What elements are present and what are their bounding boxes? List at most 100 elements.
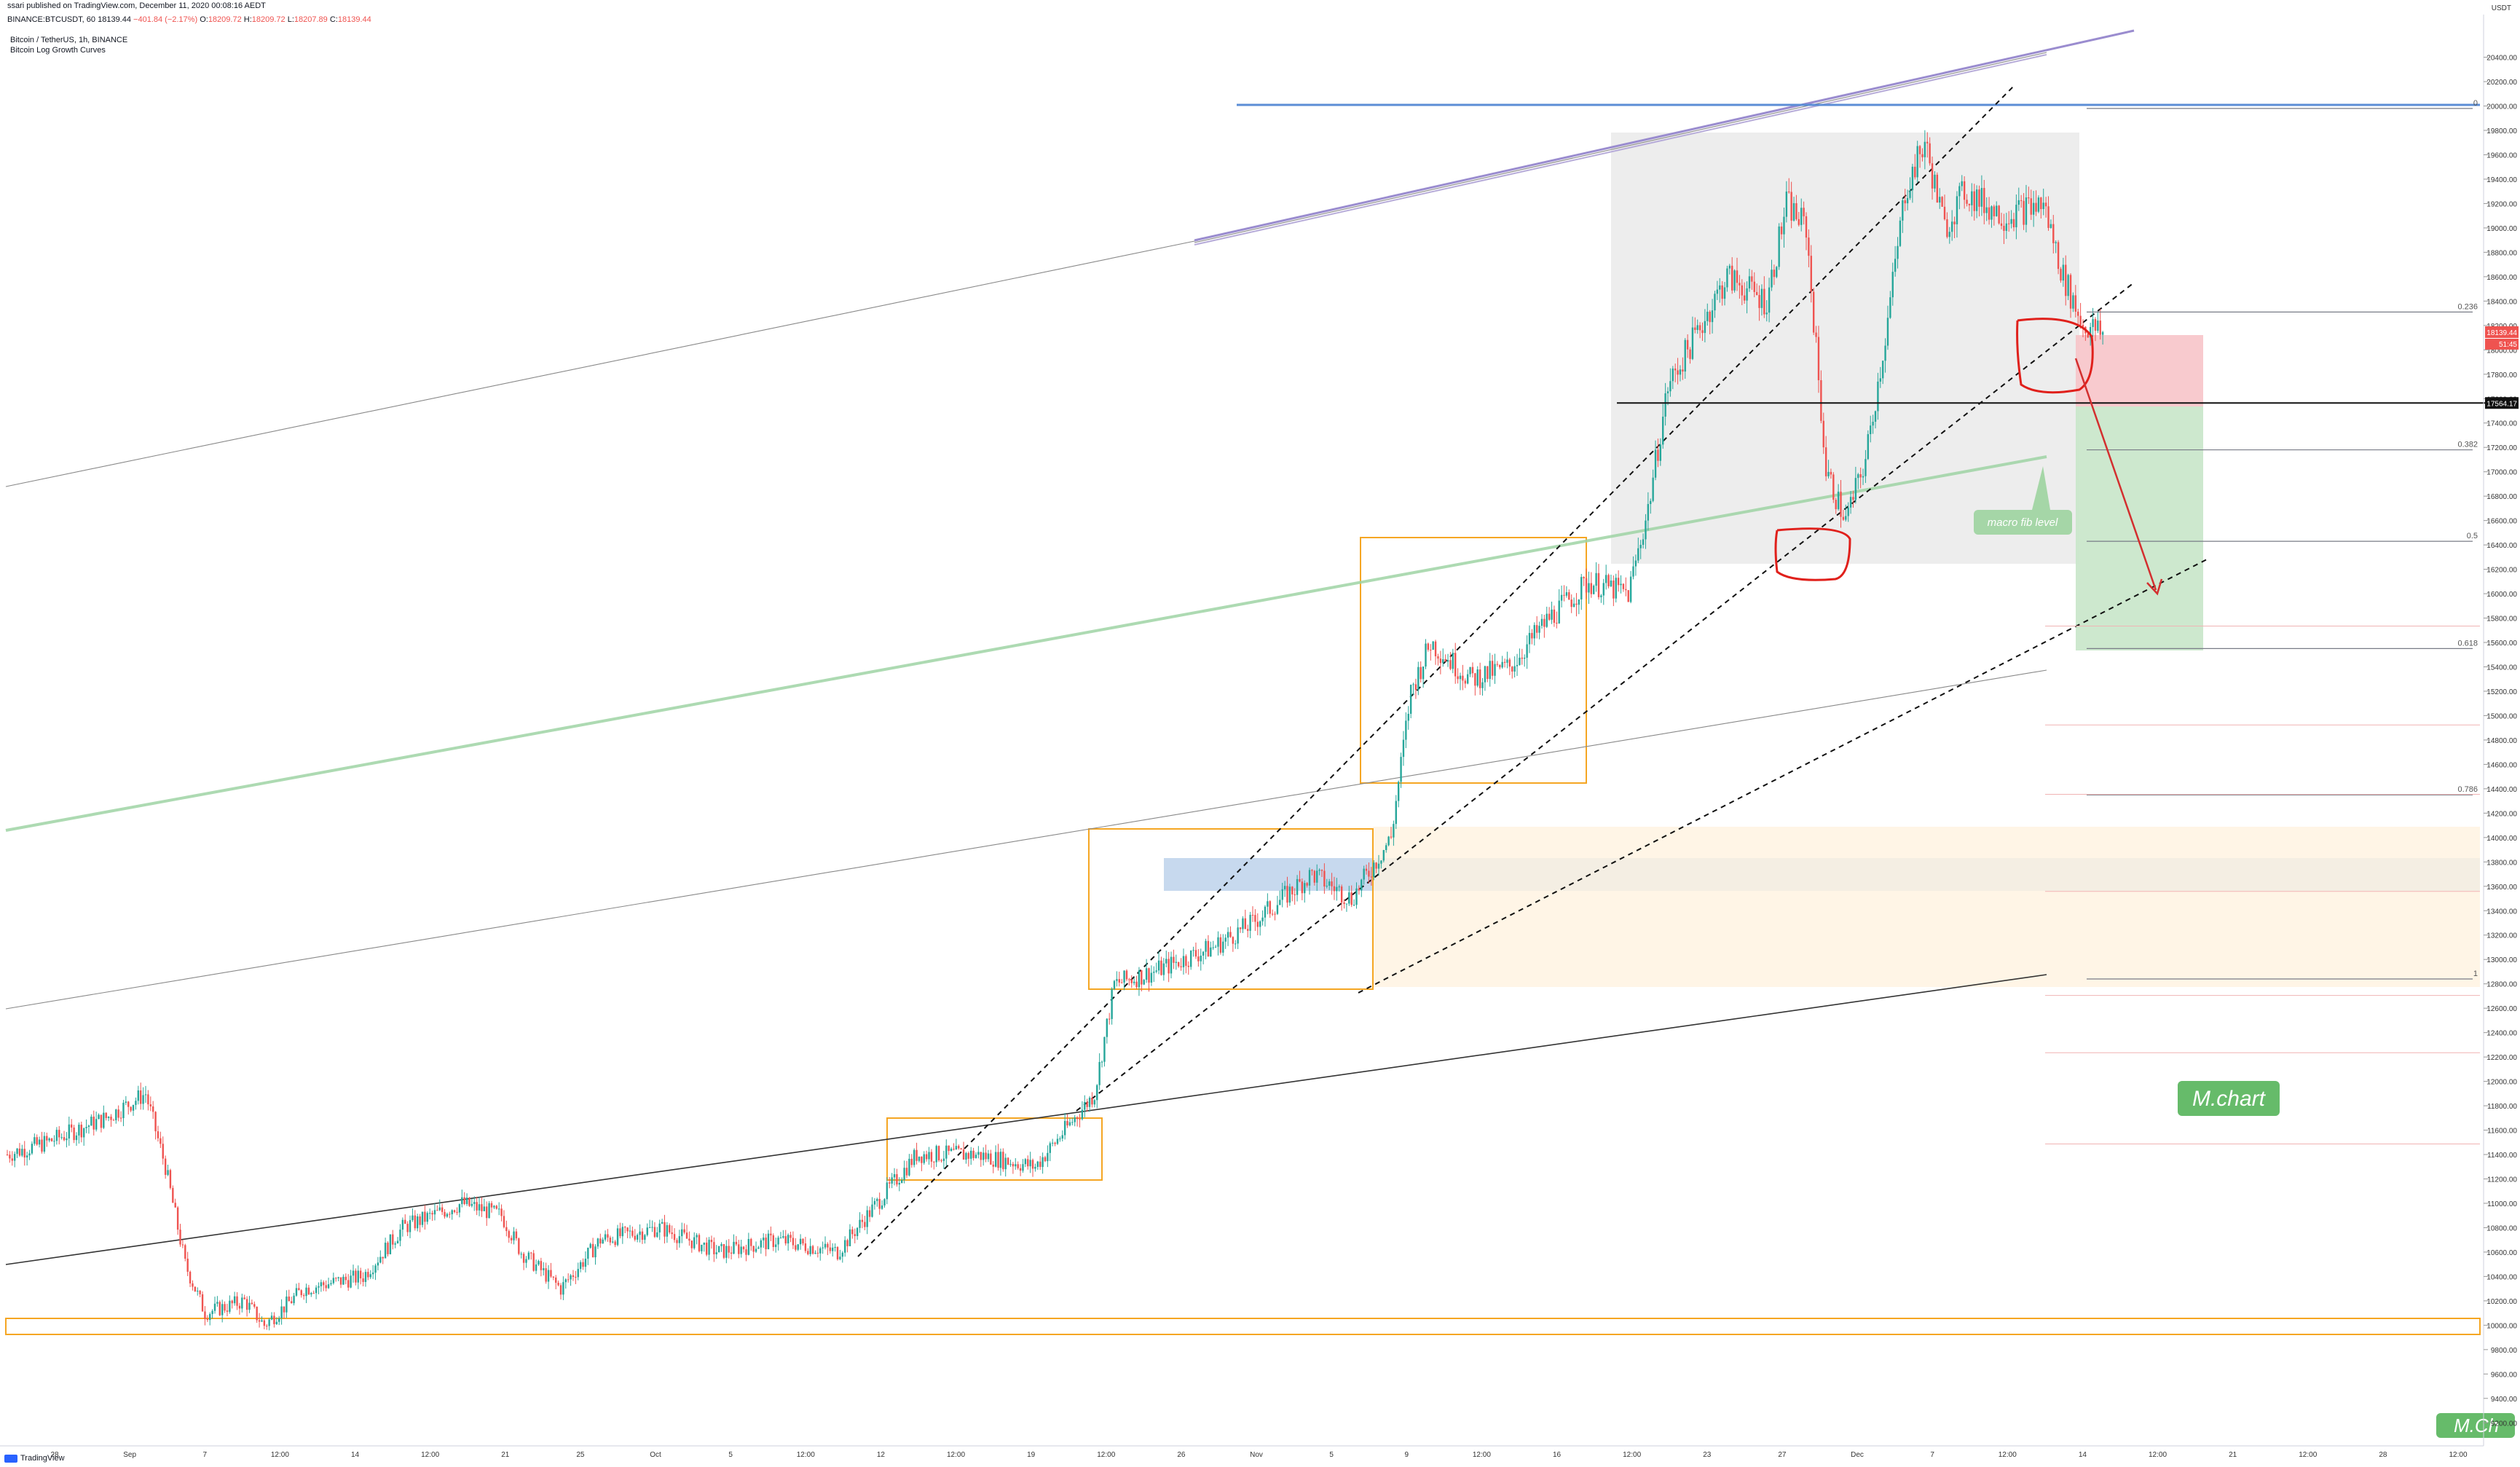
candle-body: [436, 1210, 438, 1211]
candle-body: [1963, 181, 1966, 200]
candle-body: [2092, 319, 2094, 327]
price-axis-label: 18000.00: [2486, 347, 2517, 355]
candle-body: [490, 1203, 493, 1208]
candle-body: [132, 1104, 135, 1111]
candle-body: [1340, 886, 1343, 902]
candle-body: [784, 1236, 787, 1244]
candle-body: [903, 1168, 905, 1180]
candle-body: [58, 1130, 60, 1138]
candle-body: [669, 1224, 671, 1233]
candle-body: [204, 1311, 206, 1319]
candle-body: [1165, 959, 1168, 964]
growth-curve-line-1: [5, 240, 1199, 487]
candle-body: [1634, 560, 1637, 567]
candle-body: [1760, 288, 1763, 308]
candle-body: [1439, 658, 1442, 664]
candle-body: [591, 1243, 594, 1258]
candle-body: [1054, 1142, 1056, 1144]
time-axis-label: 26: [1177, 1451, 1186, 1459]
candle-body: [921, 1156, 923, 1163]
candle-body: [631, 1230, 634, 1236]
candle-body: [290, 1301, 293, 1304]
c-value: 18139.44: [337, 15, 371, 24]
candle-body: [1657, 449, 1659, 461]
candle-body: [1874, 411, 1877, 422]
legend-title[interactable]: Bitcoin / TetherUS, 1h, BINANCE: [10, 36, 128, 44]
candle-body: [371, 1273, 374, 1275]
candle-body: [60, 1137, 63, 1138]
candle-body: [268, 1319, 270, 1326]
fib-level-label: 0: [2473, 99, 2478, 108]
candle-body: [770, 1233, 772, 1235]
candle-body: [1444, 659, 1446, 662]
candle-body: [1348, 892, 1350, 904]
candle-body: [1145, 968, 1148, 980]
candle-body: [908, 1158, 910, 1176]
candle-body: [417, 1216, 419, 1229]
candle-body: [538, 1261, 540, 1265]
candle-body: [646, 1227, 648, 1235]
candle-body: [532, 1253, 535, 1271]
candle-body: [1377, 863, 1380, 869]
candle-body: [634, 1235, 636, 1240]
candle-body: [958, 1146, 960, 1149]
candle-body: [1889, 297, 1891, 318]
candle-body: [216, 1302, 218, 1304]
fib-level-label: 1: [2473, 970, 2478, 978]
candle-body: [1452, 653, 1454, 669]
candle-body: [1051, 1142, 1054, 1144]
candle-body: [1578, 599, 1580, 605]
candle-body: [782, 1236, 784, 1238]
candle-body: [1751, 276, 1753, 282]
candle-body: [1946, 219, 1948, 237]
candle-body: [683, 1229, 685, 1233]
candle-body: [816, 1252, 819, 1254]
candle-body: [387, 1243, 389, 1254]
candle-body: [1143, 980, 1145, 985]
candle-body: [2079, 315, 2082, 326]
candle-body: [87, 1125, 90, 1128]
candle-body: [1600, 595, 1602, 597]
candle-body: [728, 1246, 730, 1253]
candle-body: [1778, 226, 1780, 267]
candle-body: [1669, 381, 1672, 392]
consolidation-box: [1611, 133, 2079, 564]
candle-body: [1039, 1161, 1042, 1168]
candle-body: [1294, 894, 1296, 895]
candle-body: [441, 1207, 444, 1212]
candle-body: [23, 1149, 25, 1158]
price-axis-label: 15400.00: [2486, 664, 2517, 672]
candle-body: [1741, 285, 1743, 296]
candle-body: [1867, 434, 1870, 460]
candle-body: [2030, 198, 2032, 215]
candle-body: [9, 1155, 11, 1159]
candle-body: [130, 1106, 132, 1111]
candle-body: [1617, 578, 1620, 586]
candle-body: [735, 1241, 738, 1245]
candle-body: [1879, 378, 1881, 382]
candle-body: [1827, 471, 1830, 476]
candle-body: [1024, 1159, 1027, 1165]
macro-fib-callout: [1974, 510, 2072, 535]
candle-body: [1189, 951, 1192, 967]
candle-body: [238, 1305, 241, 1309]
candle-body: [977, 1152, 980, 1155]
candle-body: [933, 1161, 935, 1163]
candle-body: [481, 1204, 483, 1211]
price-axis-label: 12000.00: [2486, 1079, 2517, 1087]
candle-body: [451, 1210, 453, 1215]
candle-body: [550, 1270, 552, 1277]
candle-body: [1975, 189, 1978, 211]
candle-body: [1019, 1168, 1022, 1171]
time-axis-label: 27: [1778, 1451, 1787, 1459]
candle-body: [834, 1247, 836, 1248]
candle-body: [1597, 573, 1600, 597]
candle-body: [394, 1243, 396, 1245]
price-axis-label: 10800.00: [2486, 1224, 2517, 1232]
candle-body: [1074, 1117, 1076, 1122]
candle-body: [1100, 1061, 1103, 1063]
candle-body: [68, 1124, 71, 1138]
legend-indicator[interactable]: Bitcoin Log Growth Curves: [10, 46, 106, 55]
candle-body: [82, 1128, 85, 1138]
